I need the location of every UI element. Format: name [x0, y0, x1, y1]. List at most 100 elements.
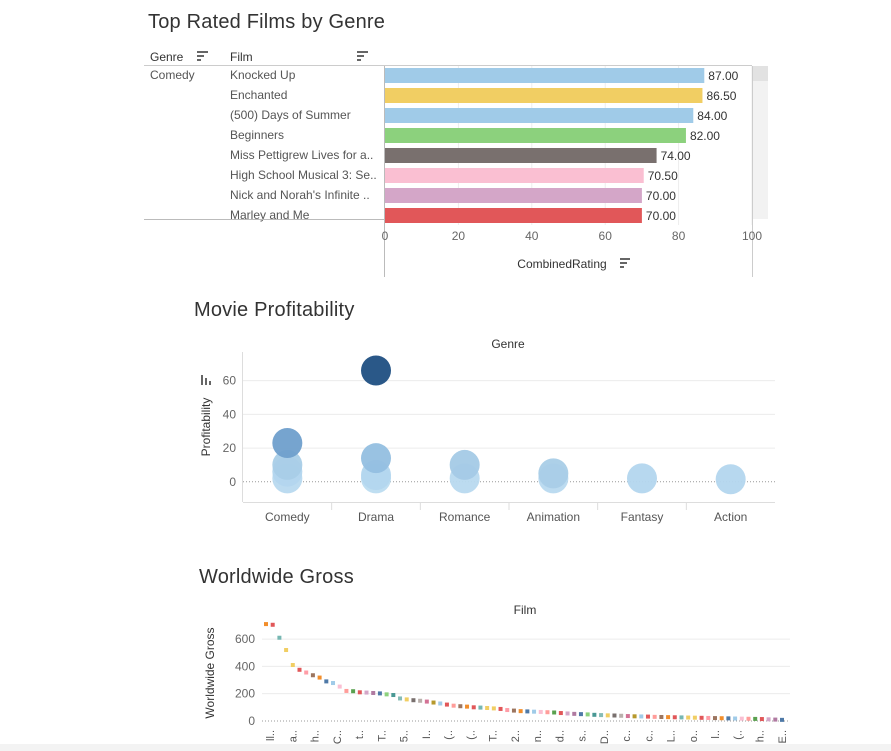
gross-point[interactable] — [572, 711, 577, 716]
gross-point[interactable] — [712, 716, 717, 721]
gross-point[interactable] — [652, 714, 657, 719]
gross-point[interactable] — [505, 708, 510, 713]
gross-point[interactable] — [632, 714, 637, 719]
gross-point[interactable] — [558, 711, 563, 716]
gross-point[interactable] — [592, 712, 597, 717]
gross-point[interactable] — [290, 663, 295, 668]
gross-point[interactable] — [418, 698, 423, 703]
gross-point[interactable] — [511, 708, 516, 713]
gross-point[interactable] — [672, 715, 677, 720]
gross-point[interactable] — [317, 675, 322, 680]
gross-point[interactable] — [625, 714, 630, 719]
bottom-scrollbar[interactable] — [0, 744, 891, 751]
bar-scrollbar-thumb[interactable] — [753, 66, 768, 81]
gross-point[interactable] — [451, 703, 456, 708]
gross-point[interactable] — [391, 693, 396, 698]
gross-point[interactable] — [398, 696, 403, 701]
gross-point[interactable] — [679, 715, 684, 720]
gross-point[interactable] — [612, 713, 617, 718]
gross-point[interactable] — [686, 715, 691, 720]
profit-point[interactable] — [715, 464, 746, 495]
gross-point[interactable] — [552, 710, 557, 715]
bar[interactable] — [385, 168, 644, 183]
bar[interactable] — [385, 128, 686, 143]
gross-point[interactable] — [384, 692, 389, 697]
gross-point[interactable] — [585, 712, 590, 717]
genre-column-header[interactable]: Genre — [150, 50, 184, 64]
profit-point[interactable] — [538, 458, 569, 489]
gross-point[interactable] — [411, 698, 416, 703]
bar[interactable] — [385, 208, 642, 223]
gross-point[interactable] — [645, 714, 650, 719]
gross-point[interactable] — [310, 673, 315, 678]
gross-point[interactable] — [371, 690, 376, 695]
gross-point[interactable] — [264, 622, 268, 627]
gross-point[interactable] — [766, 717, 771, 722]
gross-point[interactable] — [599, 713, 604, 718]
gross-point[interactable] — [431, 700, 436, 705]
gross-point[interactable] — [331, 681, 336, 686]
gross-point[interactable] — [404, 697, 409, 702]
film-sort-icon[interactable] — [357, 51, 369, 61]
gross-point[interactable] — [498, 706, 503, 711]
gross-point[interactable] — [605, 713, 610, 718]
gross-point[interactable] — [699, 715, 704, 720]
gross-point[interactable] — [518, 709, 523, 714]
gross-point[interactable] — [532, 709, 537, 714]
gross-point[interactable] — [478, 705, 483, 710]
gross-point[interactable] — [444, 702, 449, 707]
profit-point[interactable] — [361, 443, 391, 474]
profit-point[interactable] — [449, 449, 480, 480]
gross-point[interactable] — [297, 667, 302, 672]
genre-sort-icon[interactable] — [197, 51, 209, 61]
gross-point[interactable] — [565, 711, 570, 716]
gross-point[interactable] — [746, 716, 751, 721]
bar[interactable] — [385, 108, 694, 123]
gross-point[interactable] — [377, 691, 382, 696]
gross-point[interactable] — [284, 648, 289, 653]
gross-point[interactable] — [337, 684, 342, 689]
gross-point[interactable] — [491, 706, 496, 711]
gross-point[interactable] — [706, 715, 711, 720]
gross-point[interactable] — [719, 716, 724, 721]
profit-point[interactable] — [272, 449, 303, 480]
gross-point[interactable] — [424, 699, 429, 704]
gross-point[interactable] — [538, 709, 543, 714]
gross-point[interactable] — [753, 716, 758, 721]
gross-point[interactable] — [759, 717, 764, 722]
gross-point[interactable] — [619, 713, 624, 718]
gross-point[interactable] — [739, 716, 744, 721]
gross-point[interactable] — [666, 715, 671, 720]
bar[interactable] — [385, 68, 705, 83]
gross-point[interactable] — [545, 710, 550, 715]
profit-point[interactable] — [361, 355, 391, 386]
gross-point[interactable] — [733, 716, 738, 721]
gross-point[interactable] — [351, 689, 356, 694]
bar[interactable] — [385, 188, 642, 203]
gross-point[interactable] — [364, 690, 369, 695]
rating-sort-icon[interactable] — [620, 258, 630, 268]
profit-point[interactable] — [627, 463, 657, 494]
gross-point[interactable] — [357, 690, 362, 695]
gross-point[interactable] — [270, 622, 275, 627]
gross-point[interactable] — [304, 670, 309, 675]
gross-point[interactable] — [324, 679, 329, 684]
gross-point[interactable] — [458, 704, 463, 709]
gross-point[interactable] — [639, 714, 644, 719]
gross-point[interactable] — [344, 688, 349, 693]
gross-point[interactable] — [726, 716, 731, 721]
gross-point[interactable] — [485, 705, 490, 710]
gross-point[interactable] — [525, 709, 530, 714]
profit-point[interactable] — [272, 428, 303, 459]
profit-sort-icon[interactable] — [201, 375, 211, 385]
gross-point[interactable] — [578, 712, 583, 717]
gross-point[interactable] — [438, 701, 443, 706]
gross-point[interactable] — [465, 704, 470, 709]
gross-point[interactable] — [780, 717, 784, 722]
bar[interactable] — [385, 88, 703, 103]
gross-point[interactable] — [773, 717, 778, 722]
gross-point[interactable] — [277, 635, 282, 640]
gross-point[interactable] — [659, 714, 664, 719]
gross-point[interactable] — [692, 715, 697, 720]
gross-point[interactable] — [471, 705, 476, 710]
